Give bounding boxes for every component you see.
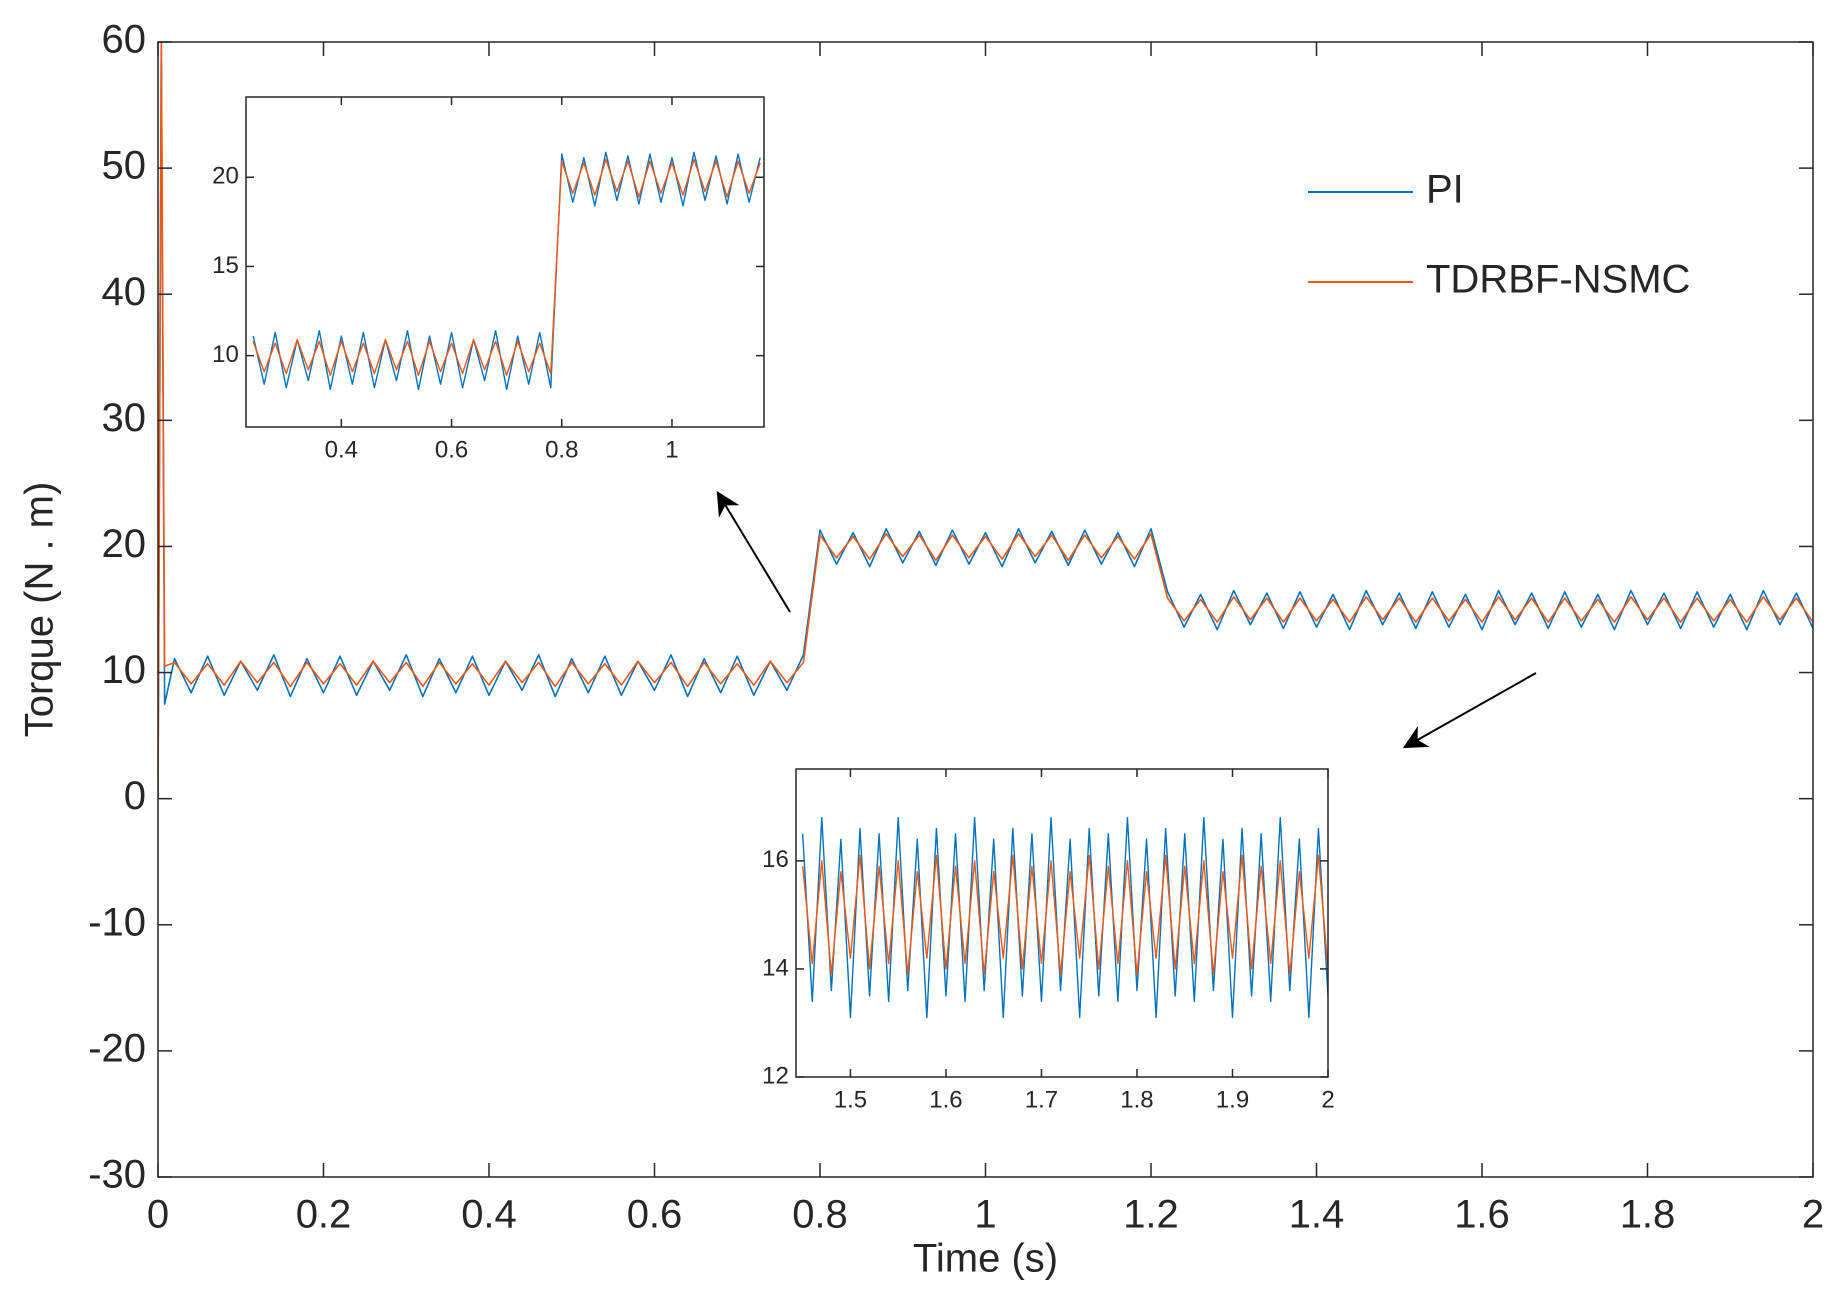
y-tick-label: -10	[88, 900, 146, 944]
y-tick-label: -30	[88, 1153, 146, 1197]
y-tick-label: 40	[102, 270, 147, 314]
y-tick-label: 30	[102, 396, 147, 440]
x-tick-label: 1.9	[1216, 1086, 1249, 1113]
x-tick-label: 1.7	[1025, 1086, 1058, 1113]
arrow	[716, 490, 791, 613]
y-tick-label: 20	[212, 163, 239, 190]
inset-chart: 1.5 1.6 1.7 1.8 1.9 2 12 14 16	[762, 768, 1335, 1113]
legend-label: TDRBF-NSMC	[1426, 258, 1690, 302]
y-axis-label: Torque (N . m)	[18, 482, 62, 738]
x-tick-label: 1.8	[1620, 1193, 1676, 1237]
plots: 0 0.2 0.4 0.6 0.8 1 1.2 1.4 1.6 1.8 2 -30 -20 -10 0 10 2…	[18, 18, 1825, 1281]
x-tick-label: 1.6	[929, 1086, 962, 1113]
x-tick-label: 0	[147, 1193, 169, 1237]
series-line	[252, 158, 761, 376]
arrow	[1402, 672, 1537, 749]
inset-chart: 0.4 0.6 0.8 1 10 15 20	[212, 96, 765, 463]
y-tick-label: 60	[102, 18, 147, 62]
series-line	[158, 42, 1813, 799]
axes-box	[245, 96, 765, 428]
x-tick-label: 2	[1802, 1193, 1824, 1237]
y-tick-label: 14	[762, 954, 789, 981]
x-tick-label: 1	[665, 436, 678, 463]
x-tick-label: 1.4	[1289, 1193, 1345, 1237]
x-tick-label: 1.8	[1120, 1086, 1153, 1113]
y-tick-label: -20	[88, 1026, 146, 1070]
y-tick-label: 15	[212, 252, 239, 279]
series-line	[158, 42, 1813, 799]
y-tick-label: 10	[102, 648, 147, 692]
x-tick-label: 0.6	[627, 1193, 683, 1237]
x-tick-label: 1.5	[834, 1086, 867, 1113]
x-tick-label: 0.8	[545, 436, 578, 463]
x-tick-label: 1	[974, 1193, 996, 1237]
series-line	[801, 854, 1328, 976]
axes-box	[795, 768, 1329, 1078]
y-tick-label: 0	[124, 774, 146, 818]
y-tick-label: 12	[762, 1062, 789, 1089]
y-tick-label: 16	[762, 846, 789, 873]
x-tick-label: 1.2	[1123, 1193, 1179, 1237]
x-tick-label: 0.8	[792, 1193, 848, 1237]
x-tick-label: 0.4	[325, 436, 358, 463]
y-tick-label: 50	[102, 144, 147, 188]
x-tick-label: 0.2	[296, 1193, 352, 1237]
y-tick-label: 20	[102, 522, 147, 566]
y-tick-label: 10	[212, 341, 239, 368]
x-tick-label: 0.6	[435, 436, 468, 463]
x-axis-label: Time (s)	[913, 1237, 1058, 1281]
series-line	[801, 816, 1328, 1019]
x-tick-label: 0.4	[461, 1193, 517, 1237]
legend-label: PI	[1426, 168, 1464, 212]
x-tick-label: 2	[1321, 1086, 1334, 1113]
x-tick-label: 1.6	[1454, 1193, 1510, 1237]
